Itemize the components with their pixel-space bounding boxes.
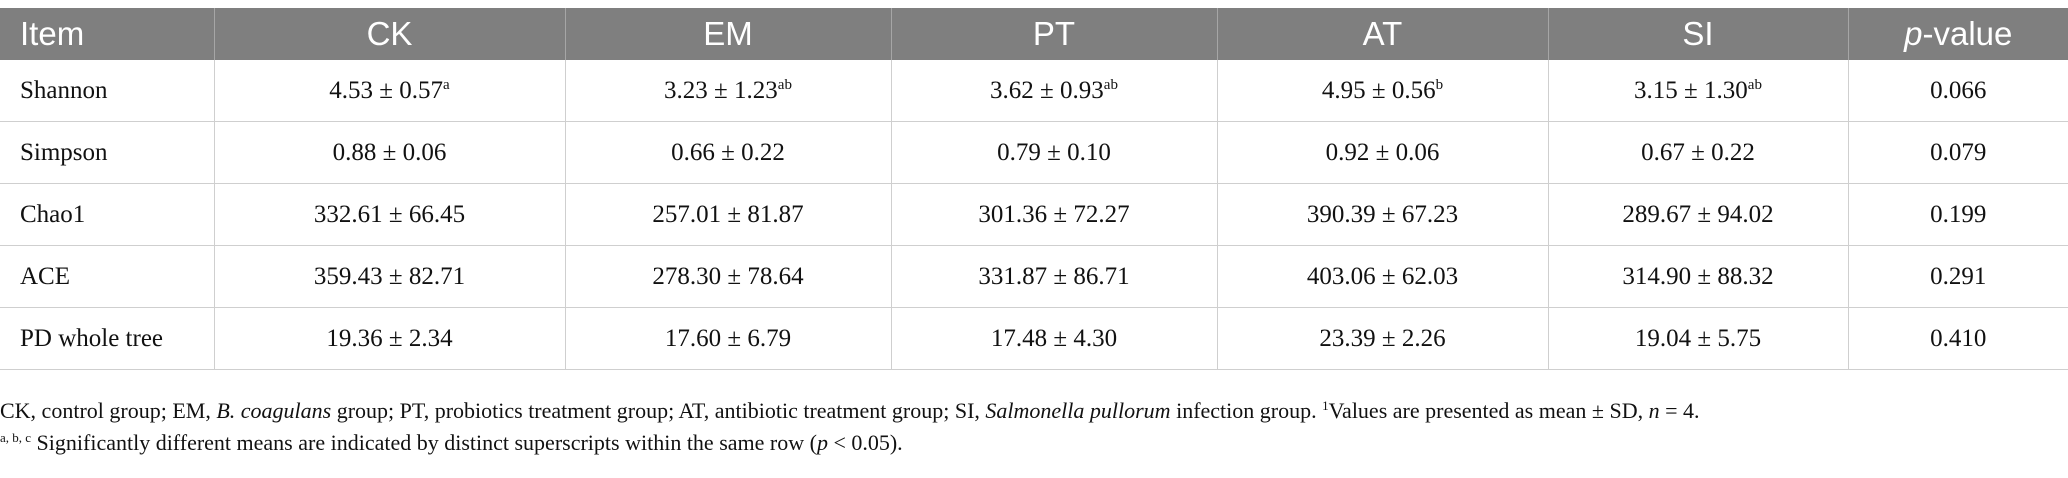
table-cell: 3.15 ± 1.30ab — [1548, 60, 1849, 122]
footnote-text: group; PT, probiotics treatment group; A… — [331, 398, 986, 423]
table-row: Chao1 332.61 ± 66.45 257.01 ± 81.87 301.36 … — [0, 183, 2068, 246]
header-at: AT — [1217, 8, 1549, 60]
table-cell: 331.87 ± 86.71 — [891, 245, 1218, 308]
cell-value: 23.39 ± 2.26 — [1319, 324, 1446, 352]
table-cell: 19.04 ± 5.75 — [1548, 307, 1849, 370]
cell-value: 3.15 ± 1.30 — [1634, 76, 1748, 104]
table-row: Simpson 0.88 ± 0.06 0.66 ± 0.22 0.79 ± 0.10… — [0, 121, 2068, 184]
p-value-cell: 0.066 — [1848, 60, 2068, 122]
cell-value: 4.95 ± 0.56 — [1321, 76, 1436, 104]
cell-value: 0.88 ± 0.06 — [332, 138, 447, 166]
table-container: Item CK EM PT AT SI p-value Shannon 4.53 … — [0, 8, 2068, 370]
header-item: Item — [0, 8, 215, 60]
cell-value: 332.61 ± 66.45 — [313, 200, 466, 228]
table-cell: 0.79 ± 0.10 — [891, 121, 1218, 184]
cell-value: 390.39 ± 67.23 — [1306, 200, 1459, 228]
table-cell: 301.36 ± 72.27 — [891, 183, 1218, 246]
cell-superscript: b — [1435, 76, 1444, 93]
row-label: ACE — [0, 245, 215, 308]
table-cell: 19.36 ± 2.34 — [214, 307, 566, 370]
cell-value: 314.90 ± 88.32 — [1622, 262, 1774, 290]
cell-value: 3.23 ± 1.23 — [664, 76, 778, 104]
table-body: Shannon 4.53 ± 0.57a 3.23 ± 1.23ab 3.62 ± 0… — [0, 60, 2068, 370]
header-p-rest: -value — [1922, 15, 2013, 52]
header-row: Item CK EM PT AT SI p-value — [0, 8, 2068, 60]
cell-value: 403.06 ± 62.03 — [1306, 262, 1459, 290]
footnote-species: Salmonella pullorum — [985, 398, 1171, 423]
footnote-text: < 0.05). — [827, 430, 903, 455]
row-label: Simpson — [0, 121, 215, 184]
table-cell: 0.66 ± 0.22 — [565, 121, 892, 184]
diversity-table: Item CK EM PT AT SI p-value Shannon 4.53 … — [0, 8, 2068, 370]
cell-value: 0.92 ± 0.06 — [1325, 138, 1440, 166]
cell-value: 301.36 ± 72.27 — [978, 200, 1130, 228]
cell-value: 19.04 ± 5.75 — [1634, 324, 1762, 352]
header-ck: CK — [214, 8, 566, 60]
footnote-superscript: 1 — [1322, 398, 1329, 413]
header-p-italic: p — [1904, 15, 1923, 52]
table-cell: 289.67 ± 94.02 — [1548, 183, 1849, 246]
row-label: Chao1 — [0, 183, 215, 246]
cell-value: 0.66 ± 0.22 — [671, 138, 785, 166]
p-value-cell: 0.410 — [1848, 307, 2068, 370]
table-footnote: CK, control group; EM, B. coagulans grou… — [0, 396, 2068, 460]
table-cell: 0.92 ± 0.06 — [1217, 121, 1549, 184]
footnote-species: B. coagulans — [216, 398, 332, 423]
table-row: Shannon 4.53 ± 0.57a 3.23 ± 1.23ab 3.62 ± 0… — [0, 60, 2068, 122]
table-cell: 4.95 ± 0.56b — [1217, 60, 1549, 122]
table-cell: 390.39 ± 67.23 — [1217, 183, 1549, 246]
table-cell: 3.23 ± 1.23ab — [565, 60, 892, 122]
table-cell: 257.01 ± 81.87 — [565, 183, 892, 246]
cell-value: 359.43 ± 82.71 — [313, 262, 466, 290]
p-value-cell: 0.079 — [1848, 121, 2068, 184]
header-si: SI — [1548, 8, 1849, 60]
footnote-superscript: a, b, c — [0, 430, 32, 445]
table-cell: 3.62 ± 0.93ab — [891, 60, 1218, 122]
footnote-text: = 4. — [1659, 398, 1700, 423]
cell-value: 3.62 ± 0.93 — [990, 76, 1104, 104]
header-pt: PT — [891, 8, 1218, 60]
table-cell: 0.67 ± 0.22 — [1548, 121, 1849, 184]
cell-value: 0.67 ± 0.22 — [1641, 138, 1755, 166]
table-cell: 4.53 ± 0.57a — [214, 60, 566, 122]
p-value-cell: 0.291 — [1848, 245, 2068, 308]
table-cell: 0.88 ± 0.06 — [214, 121, 566, 184]
cell-superscript: a — [443, 76, 450, 93]
table-cell: 359.43 ± 82.71 — [214, 245, 566, 308]
table-cell: 403.06 ± 62.03 — [1217, 245, 1549, 308]
table-cell: 332.61 ± 66.45 — [214, 183, 566, 246]
row-label: Shannon — [0, 60, 215, 122]
footnote-line-2: a, b, c Significantly different means ar… — [0, 428, 2068, 457]
cell-superscript: ab — [777, 76, 792, 93]
table-row: PD whole tree 19.36 ± 2.34 17.60 ± 6.79 17.… — [0, 307, 2068, 370]
cell-value: 4.53 ± 0.57 — [329, 76, 444, 104]
header-p-value: p-value — [1848, 8, 2068, 60]
footnote-text: Values are presented as mean ± SD, — [1328, 398, 1649, 423]
cell-superscript: ab — [1747, 76, 1762, 93]
footnote-text: CK, control group; EM, — [0, 398, 217, 423]
table-cell: 278.30 ± 78.64 — [565, 245, 892, 308]
footnote-italic-p: p — [816, 430, 828, 455]
footnote-line-1: CK, control group; EM, B. coagulans grou… — [0, 396, 2068, 425]
row-label: PD whole tree — [0, 307, 215, 370]
table-cell: 23.39 ± 2.26 — [1217, 307, 1549, 370]
footnote-italic-n: n — [1648, 398, 1660, 423]
cell-value: 17.48 ± 4.30 — [990, 324, 1118, 352]
cell-value: 331.87 ± 86.71 — [978, 262, 1130, 290]
cell-value: 257.01 ± 81.87 — [652, 200, 804, 228]
cell-value: 289.67 ± 94.02 — [1622, 200, 1774, 228]
cell-value: 17.60 ± 6.79 — [664, 324, 792, 352]
footnote-text: Significantly different means are indica… — [31, 430, 817, 455]
header-em: EM — [565, 8, 892, 60]
table-row: ACE 359.43 ± 82.71 278.30 ± 78.64 331.87 ± … — [0, 245, 2068, 308]
table-cell: 17.60 ± 6.79 — [565, 307, 892, 370]
cell-value: 0.79 ± 0.10 — [997, 138, 1111, 166]
p-value-cell: 0.199 — [1848, 183, 2068, 246]
table-cell: 314.90 ± 88.32 — [1548, 245, 1849, 308]
cell-superscript: ab — [1103, 76, 1118, 93]
cell-value: 19.36 ± 2.34 — [326, 324, 453, 352]
footnote-text: infection group. — [1170, 398, 1323, 423]
table-cell: 17.48 ± 4.30 — [891, 307, 1218, 370]
cell-value: 278.30 ± 78.64 — [652, 262, 804, 290]
